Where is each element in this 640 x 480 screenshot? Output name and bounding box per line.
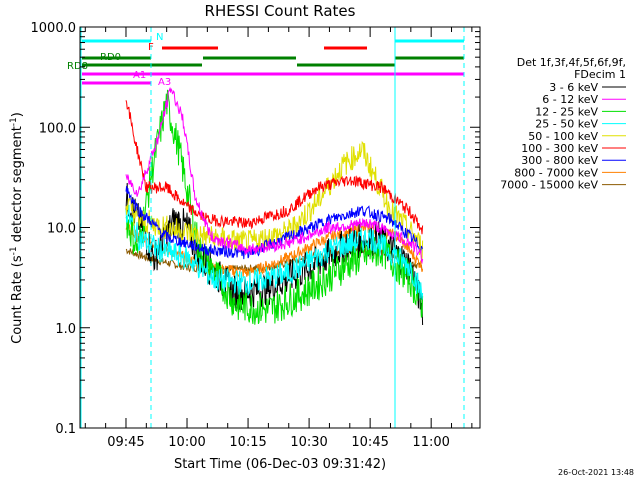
legend-entry: 800 - 7000 keV	[514, 166, 598, 179]
x-tick-label: 10:15	[229, 435, 266, 450]
flag-label-rd8: RD8	[67, 61, 88, 72]
legend-entry: 3 - 6 keV	[549, 81, 598, 94]
chart-title: RHESSI Count Rates	[205, 2, 356, 20]
legend-entry: 50 - 100 keV	[528, 130, 598, 143]
x-tick-label: 10:00	[168, 435, 205, 450]
legend-entry: 6 - 12 keV	[542, 93, 598, 106]
legend-entry: 100 - 300 keV	[521, 142, 598, 155]
y-tick-label: 1.0	[55, 322, 76, 337]
x-tick-label: 10:45	[351, 435, 388, 450]
y-tick-label: 10.0	[47, 222, 76, 237]
series-line	[125, 100, 424, 235]
x-axis-label: Start Time (06-Dec-03 09:31:42)	[174, 457, 386, 472]
flag-label-a1: A1	[133, 70, 146, 81]
timestamp: 26-Oct-2021 13:48	[558, 468, 634, 477]
x-tick-label: 09:45	[107, 435, 144, 450]
legend-entry: 300 - 800 keV	[521, 154, 598, 167]
y-tick-label: 1000.0	[31, 21, 77, 36]
flag-label-a3: A3	[158, 77, 171, 88]
y-axis-label: Count Rate (s-1 detector segment-1)	[9, 112, 25, 344]
series-line	[125, 204, 424, 300]
y-axis-ticks: 0.1 1.0 10.0 100.0 1000.0	[31, 21, 480, 437]
legend-header: FDecim 1	[574, 68, 626, 81]
series-line	[125, 86, 424, 265]
legend-entry: 7000 - 15000 keV	[500, 179, 598, 192]
series-line	[125, 186, 424, 260]
legend-entry: 12 - 25 keV	[535, 105, 598, 118]
y-tick-label: 100.0	[39, 121, 76, 136]
legend-entry: 25 - 50 keV	[535, 118, 598, 131]
x-axis-ticks: 09:45 10:00 10:15 10:30 10:45 11:00	[84, 27, 473, 450]
flag-label-n: N	[156, 32, 163, 43]
x-tick-label: 11:00	[412, 435, 449, 450]
legend: Det 1f,3f,4f,5f,6f,9f,FDecim 13 - 6 keV6…	[500, 56, 626, 192]
legend-header: Det 1f,3f,4f,5f,6f,9f,	[517, 56, 626, 69]
series-line	[125, 89, 424, 325]
series-lines	[125, 86, 424, 326]
x-tick-label: 10:30	[290, 435, 327, 450]
flag-label-rd0: RD0	[100, 52, 121, 63]
series-line	[125, 140, 424, 261]
flag-bars: NFRD0RD8A1A3	[67, 32, 464, 88]
y-tick-label: 0.1	[55, 422, 76, 437]
